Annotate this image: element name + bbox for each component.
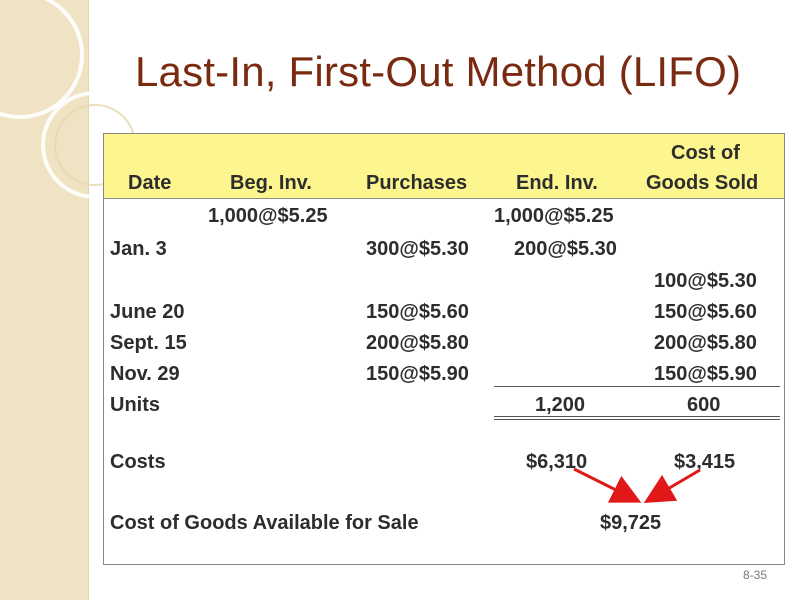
left-decor-band — [0, 0, 89, 600]
row-4-cogs: 200@$5.80 — [654, 332, 757, 354]
available-total: $9,725 — [600, 512, 662, 534]
header-cogs-line2: Goods Sold — [646, 172, 759, 194]
row-0-beg-inv: 1,000@$5.25 — [208, 205, 328, 227]
costs-label: Costs — [110, 451, 166, 473]
row-5-purchases: 150@$5.90 — [366, 363, 469, 385]
row-4-purchases: 200@$5.80 — [366, 332, 469, 354]
lifo-table: Date Beg. Inv. Purchases End. Inv. Cost … — [103, 133, 785, 565]
available-label: Cost of Goods Available for Sale — [110, 512, 419, 534]
slide-title: Last-In, First-Out Method (LIFO) — [135, 48, 742, 95]
subtotal-rule — [494, 386, 780, 387]
header-end-inv: End. Inv. — [516, 172, 598, 194]
header-cogs-line1: Cost of — [671, 142, 740, 164]
double-rule-top — [494, 416, 780, 417]
row-2-cogs: 100@$5.30 — [654, 270, 757, 292]
page-number: 8-35 — [742, 568, 767, 582]
units-label: Units — [110, 394, 160, 416]
header-date: Date — [128, 172, 172, 194]
row-3-date: June 20 — [110, 301, 185, 323]
row-5-date: Nov. 29 — [110, 363, 180, 385]
units-cogs: 600 — [687, 394, 721, 416]
header-beg-inv: Beg. Inv. — [230, 172, 312, 194]
header-purchases: Purchases — [366, 172, 468, 194]
row-3-cogs: 150@$5.60 — [654, 301, 757, 323]
costs-end-inv: $6,310 — [526, 451, 588, 473]
row-1-end-inv: 200@$5.30 — [514, 238, 617, 260]
row-5-cogs: 150@$5.90 — [654, 363, 757, 385]
table-header — [104, 134, 784, 199]
row-1-date: Jan. 3 — [110, 238, 167, 260]
units-end-inv: 1,200 — [535, 394, 586, 416]
row-0-end-inv: 1,000@$5.25 — [494, 205, 614, 227]
double-rule-bottom — [494, 419, 780, 420]
costs-cogs: $3,415 — [674, 451, 736, 473]
row-4-date: Sept. 15 — [110, 332, 187, 354]
row-3-purchases: 150@$5.60 — [366, 301, 469, 323]
row-1-purchases: 300@$5.30 — [366, 238, 469, 260]
